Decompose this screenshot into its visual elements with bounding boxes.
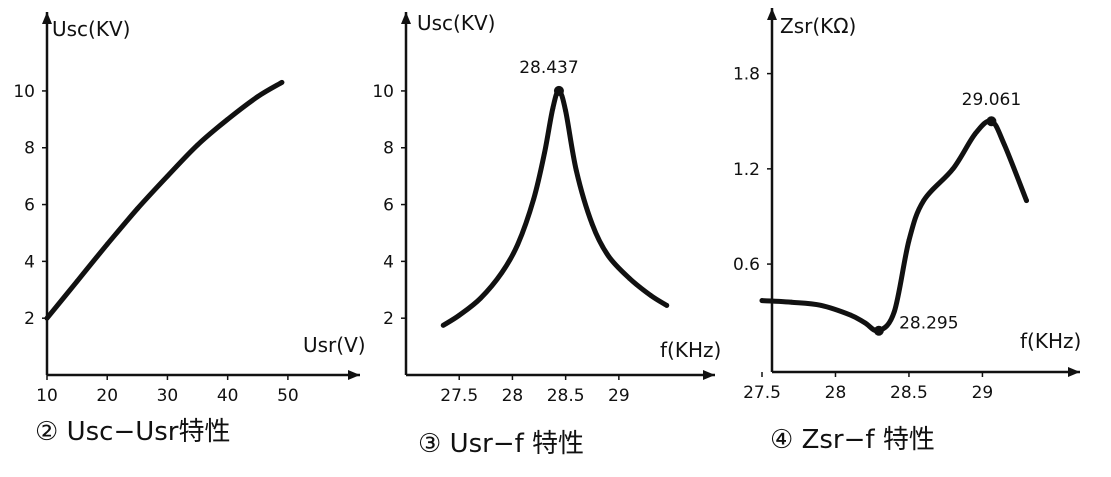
y-tick-label: 6 [383,196,394,216]
annotation-label: 28.437 [519,58,578,78]
data-point [818,302,824,308]
data-point [541,151,547,156]
x-tick-label: 28 [825,383,847,403]
data-point [74,278,80,284]
y-tick-label: 1.8 [733,65,760,85]
y-axis-arrow [401,12,411,24]
series-line [440,88,670,328]
data-point [664,303,670,308]
y-tick-label: 10 [372,82,394,102]
y-tick-label: 6 [24,196,35,216]
series-line [759,118,1029,334]
data-point [950,166,956,172]
series-line [44,79,285,321]
x-tick-label: 10 [36,386,58,406]
x-tick-label: 29 [608,386,630,406]
data-point [605,253,611,259]
data-point [862,320,868,326]
x-tick-label: 27.5 [743,383,781,403]
data-point [891,309,897,315]
data-point [531,196,537,202]
data-point [225,116,231,122]
annotation-marker [553,85,564,96]
data-point [921,198,927,203]
x-axis-arrow [703,370,715,380]
data-point [165,173,170,179]
data-point [1002,142,1007,148]
data-point [627,276,632,281]
annotation-marker [986,116,997,127]
x-tick-label: 30 [157,386,179,406]
annotation-marker [873,325,884,336]
x-axis-arrow [1068,367,1080,377]
data-point [1024,198,1029,203]
x-axis-label: f(KHz) [660,338,721,362]
y-tick-label: 4 [383,252,394,272]
y-tick-label: 1.2 [733,160,760,180]
y-tick-label: 4 [24,252,35,272]
data-point [648,293,654,298]
x-tick-label: 28.5 [890,383,928,403]
data-point [589,222,595,227]
x-tick-label: 28.5 [547,386,585,406]
y-tick-label: 0.6 [733,255,760,275]
chart-panel-usr-f: 27.5 28 28.5 29 2 4 6 8 10 Usc(KV) f(KHz) 28.437 ③ U… [372,11,721,459]
data-point [440,322,446,328]
data-point [195,142,200,148]
data-point [44,315,50,321]
y-axis-arrow [767,8,777,20]
data-point [759,298,765,303]
data-point [906,237,912,243]
data-point [255,94,261,100]
data-point [279,80,285,85]
y-axis-label: Usc(KV) [52,17,130,41]
data-point [788,299,794,305]
y-tick-label: 10 [13,82,35,102]
x-tick-label: 40 [217,386,239,406]
data-point [563,108,569,114]
x-tick-label: 28 [502,386,524,406]
x-tick-label: 27.5 [440,386,478,406]
data-point [104,241,110,247]
chart-caption: ④ Zsr−f 特性 [770,425,935,455]
x-tick-label: 50 [277,386,299,406]
x-tick-label: 29 [972,383,994,403]
y-tick-label: 8 [383,139,394,159]
data-point [499,270,505,276]
data-point [573,168,579,173]
y-tick-label: 8 [24,139,35,159]
chart-panel-zsr-f: 27.5 28 28.5 29 0.6 1.2 1.8 Zsr(KΩ) f(KHz) 28.295… [733,8,1081,455]
annotation-label: 29.061 [962,90,1021,110]
y-tick-label: 2 [383,309,394,329]
y-axis-label: Usc(KV) [417,11,495,35]
chart-caption: ② Usc−Usr特性 [35,417,231,447]
data-point [550,105,556,111]
x-tick-label: 20 [96,386,118,406]
data-point [972,131,978,137]
chart-panel-usc-usr: 10 20 30 40 50 2 4 6 8 10 Usc(KV) Usr(V) ② Usc−Usr特性 [13,12,366,447]
data-point [456,312,462,318]
y-axis-arrow [42,12,52,24]
y-tick-label: 2 [24,309,35,329]
x-axis-label: Usr(V) [303,333,366,357]
x-axis-arrow [348,370,360,380]
chart-caption: ③ Usr−f 特性 [418,429,584,459]
data-point [478,295,483,301]
data-point [515,241,521,247]
annotation-label: 28.295 [899,314,958,334]
x-axis-label: f(KHz) [1020,329,1081,353]
data-point [847,312,853,318]
data-point [134,206,140,212]
y-axis-label: Zsr(KΩ) [780,14,856,38]
